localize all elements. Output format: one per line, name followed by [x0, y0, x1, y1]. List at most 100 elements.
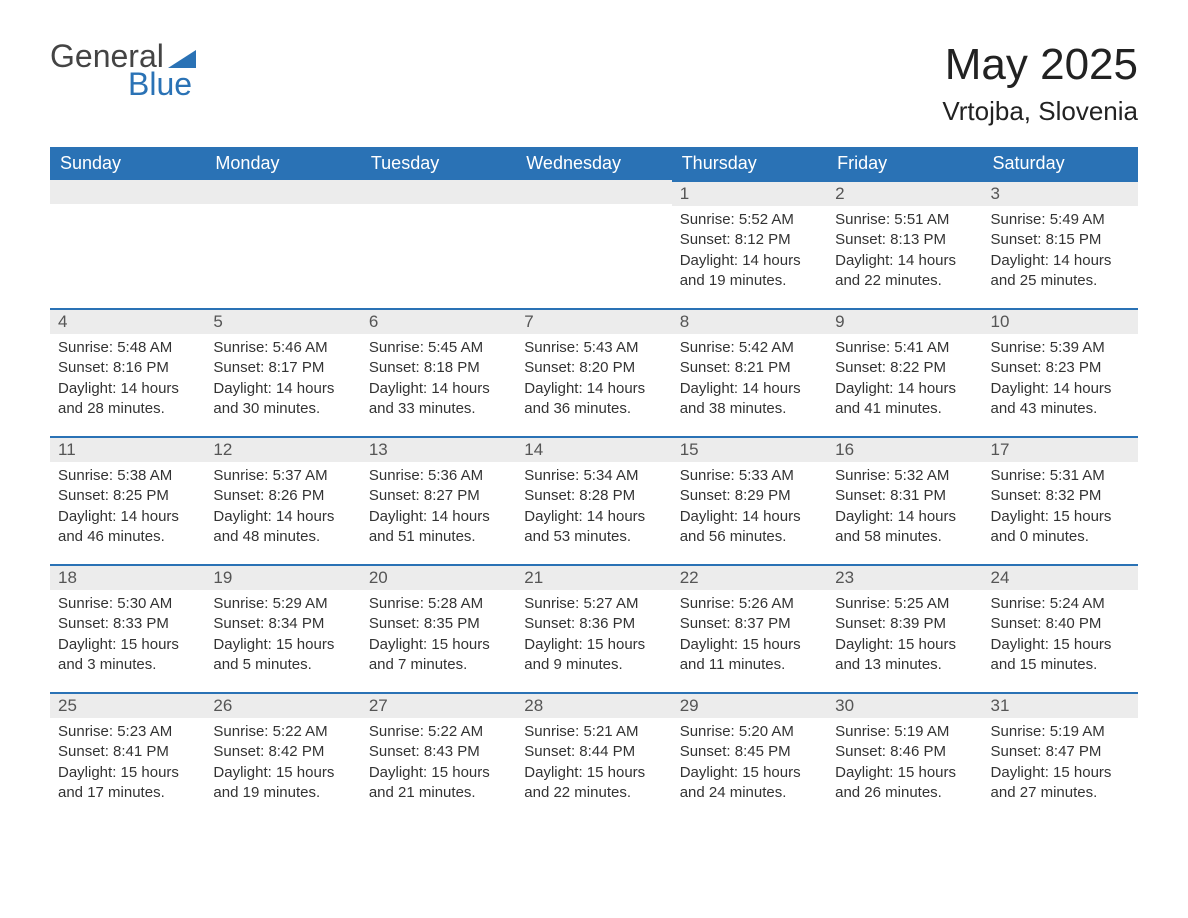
sunrise-line: Sunrise: 5:37 AM [213, 466, 352, 486]
day-body: Sunrise: 5:24 AMSunset: 8:40 PMDaylight:… [983, 590, 1138, 683]
location-label: Vrtojba, Slovenia [942, 96, 1138, 127]
month-title: May 2025 [942, 40, 1138, 90]
sunset-line: Sunset: 8:46 PM [835, 742, 974, 762]
calendar-day-cell [361, 180, 516, 308]
sunrise-line: Sunrise: 5:36 AM [369, 466, 508, 486]
sunrise-line: Sunrise: 5:32 AM [835, 466, 974, 486]
day-number: 1 [672, 180, 827, 206]
weekday-header-row: SundayMondayTuesdayWednesdayThursdayFrid… [50, 147, 1138, 180]
calendar-table: SundayMondayTuesdayWednesdayThursdayFrid… [50, 147, 1138, 820]
sunrise-line: Sunrise: 5:20 AM [680, 722, 819, 742]
day-number: 2 [827, 180, 982, 206]
sunset-line: Sunset: 8:47 PM [991, 742, 1130, 762]
day-body: Sunrise: 5:25 AMSunset: 8:39 PMDaylight:… [827, 590, 982, 683]
sunset-line: Sunset: 8:31 PM [835, 486, 974, 506]
title-block: May 2025 Vrtojba, Slovenia [942, 40, 1138, 127]
empty-daynum [516, 180, 671, 204]
sunset-line: Sunset: 8:18 PM [369, 358, 508, 378]
sunset-line: Sunset: 8:37 PM [680, 614, 819, 634]
sunrise-line: Sunrise: 5:46 AM [213, 338, 352, 358]
day-number: 19 [205, 564, 360, 590]
day-number: 17 [983, 436, 1138, 462]
day-number: 20 [361, 564, 516, 590]
sunrise-line: Sunrise: 5:52 AM [680, 210, 819, 230]
day-number: 12 [205, 436, 360, 462]
calendar-day-cell: 19Sunrise: 5:29 AMSunset: 8:34 PMDayligh… [205, 564, 360, 692]
calendar-day-cell: 5Sunrise: 5:46 AMSunset: 8:17 PMDaylight… [205, 308, 360, 436]
day-number: 26 [205, 692, 360, 718]
daylight-line: Daylight: 15 hours and 17 minutes. [58, 763, 197, 804]
day-body: Sunrise: 5:39 AMSunset: 8:23 PMDaylight:… [983, 334, 1138, 427]
calendar-day-cell: 27Sunrise: 5:22 AMSunset: 8:43 PMDayligh… [361, 692, 516, 820]
calendar-day-cell: 15Sunrise: 5:33 AMSunset: 8:29 PMDayligh… [672, 436, 827, 564]
empty-daynum [50, 180, 205, 204]
logo-text-bottom: Blue [128, 68, 196, 100]
daylight-line: Daylight: 14 hours and 56 minutes. [680, 507, 819, 548]
sunset-line: Sunset: 8:13 PM [835, 230, 974, 250]
daylight-line: Daylight: 14 hours and 53 minutes. [524, 507, 663, 548]
day-number: 21 [516, 564, 671, 590]
day-number: 5 [205, 308, 360, 334]
sunset-line: Sunset: 8:39 PM [835, 614, 974, 634]
day-body: Sunrise: 5:48 AMSunset: 8:16 PMDaylight:… [50, 334, 205, 427]
sunrise-line: Sunrise: 5:30 AM [58, 594, 197, 614]
sunrise-line: Sunrise: 5:23 AM [58, 722, 197, 742]
day-body: Sunrise: 5:19 AMSunset: 8:46 PMDaylight:… [827, 718, 982, 811]
sunset-line: Sunset: 8:28 PM [524, 486, 663, 506]
day-number: 29 [672, 692, 827, 718]
sunrise-line: Sunrise: 5:51 AM [835, 210, 974, 230]
weekday-header: Saturday [983, 147, 1138, 180]
sunset-line: Sunset: 8:22 PM [835, 358, 974, 378]
calendar-day-cell: 3Sunrise: 5:49 AMSunset: 8:15 PMDaylight… [983, 180, 1138, 308]
day-body: Sunrise: 5:46 AMSunset: 8:17 PMDaylight:… [205, 334, 360, 427]
day-number: 13 [361, 436, 516, 462]
sunset-line: Sunset: 8:32 PM [991, 486, 1130, 506]
day-body: Sunrise: 5:19 AMSunset: 8:47 PMDaylight:… [983, 718, 1138, 811]
calendar-day-cell: 26Sunrise: 5:22 AMSunset: 8:42 PMDayligh… [205, 692, 360, 820]
sunset-line: Sunset: 8:40 PM [991, 614, 1130, 634]
day-number: 25 [50, 692, 205, 718]
sunrise-line: Sunrise: 5:19 AM [835, 722, 974, 742]
day-number: 7 [516, 308, 671, 334]
weekday-header: Monday [205, 147, 360, 180]
daylight-line: Daylight: 14 hours and 28 minutes. [58, 379, 197, 420]
sunset-line: Sunset: 8:44 PM [524, 742, 663, 762]
day-body: Sunrise: 5:36 AMSunset: 8:27 PMDaylight:… [361, 462, 516, 555]
sunset-line: Sunset: 8:36 PM [524, 614, 663, 634]
sunset-line: Sunset: 8:26 PM [213, 486, 352, 506]
empty-daynum [205, 180, 360, 204]
sunrise-line: Sunrise: 5:26 AM [680, 594, 819, 614]
calendar-day-cell: 23Sunrise: 5:25 AMSunset: 8:39 PMDayligh… [827, 564, 982, 692]
day-number: 16 [827, 436, 982, 462]
day-number: 10 [983, 308, 1138, 334]
calendar-day-cell [50, 180, 205, 308]
sunrise-line: Sunrise: 5:29 AM [213, 594, 352, 614]
day-body: Sunrise: 5:31 AMSunset: 8:32 PMDaylight:… [983, 462, 1138, 555]
daylight-line: Daylight: 14 hours and 46 minutes. [58, 507, 197, 548]
day-body: Sunrise: 5:49 AMSunset: 8:15 PMDaylight:… [983, 206, 1138, 299]
day-body: Sunrise: 5:28 AMSunset: 8:35 PMDaylight:… [361, 590, 516, 683]
daylight-line: Daylight: 15 hours and 26 minutes. [835, 763, 974, 804]
day-number: 30 [827, 692, 982, 718]
calendar-week-row: 11Sunrise: 5:38 AMSunset: 8:25 PMDayligh… [50, 436, 1138, 564]
sunrise-line: Sunrise: 5:48 AM [58, 338, 197, 358]
sunset-line: Sunset: 8:23 PM [991, 358, 1130, 378]
day-body: Sunrise: 5:22 AMSunset: 8:42 PMDaylight:… [205, 718, 360, 811]
daylight-line: Daylight: 15 hours and 9 minutes. [524, 635, 663, 676]
daylight-line: Daylight: 15 hours and 24 minutes. [680, 763, 819, 804]
sunset-line: Sunset: 8:42 PM [213, 742, 352, 762]
daylight-line: Daylight: 14 hours and 43 minutes. [991, 379, 1130, 420]
day-number: 31 [983, 692, 1138, 718]
sunrise-line: Sunrise: 5:43 AM [524, 338, 663, 358]
sunset-line: Sunset: 8:45 PM [680, 742, 819, 762]
sunset-line: Sunset: 8:25 PM [58, 486, 197, 506]
daylight-line: Daylight: 14 hours and 22 minutes. [835, 251, 974, 292]
calendar-day-cell: 17Sunrise: 5:31 AMSunset: 8:32 PMDayligh… [983, 436, 1138, 564]
daylight-line: Daylight: 14 hours and 58 minutes. [835, 507, 974, 548]
calendar-day-cell [516, 180, 671, 308]
sunrise-line: Sunrise: 5:49 AM [991, 210, 1130, 230]
day-number: 14 [516, 436, 671, 462]
calendar-week-row: 18Sunrise: 5:30 AMSunset: 8:33 PMDayligh… [50, 564, 1138, 692]
sunset-line: Sunset: 8:34 PM [213, 614, 352, 634]
day-number: 6 [361, 308, 516, 334]
